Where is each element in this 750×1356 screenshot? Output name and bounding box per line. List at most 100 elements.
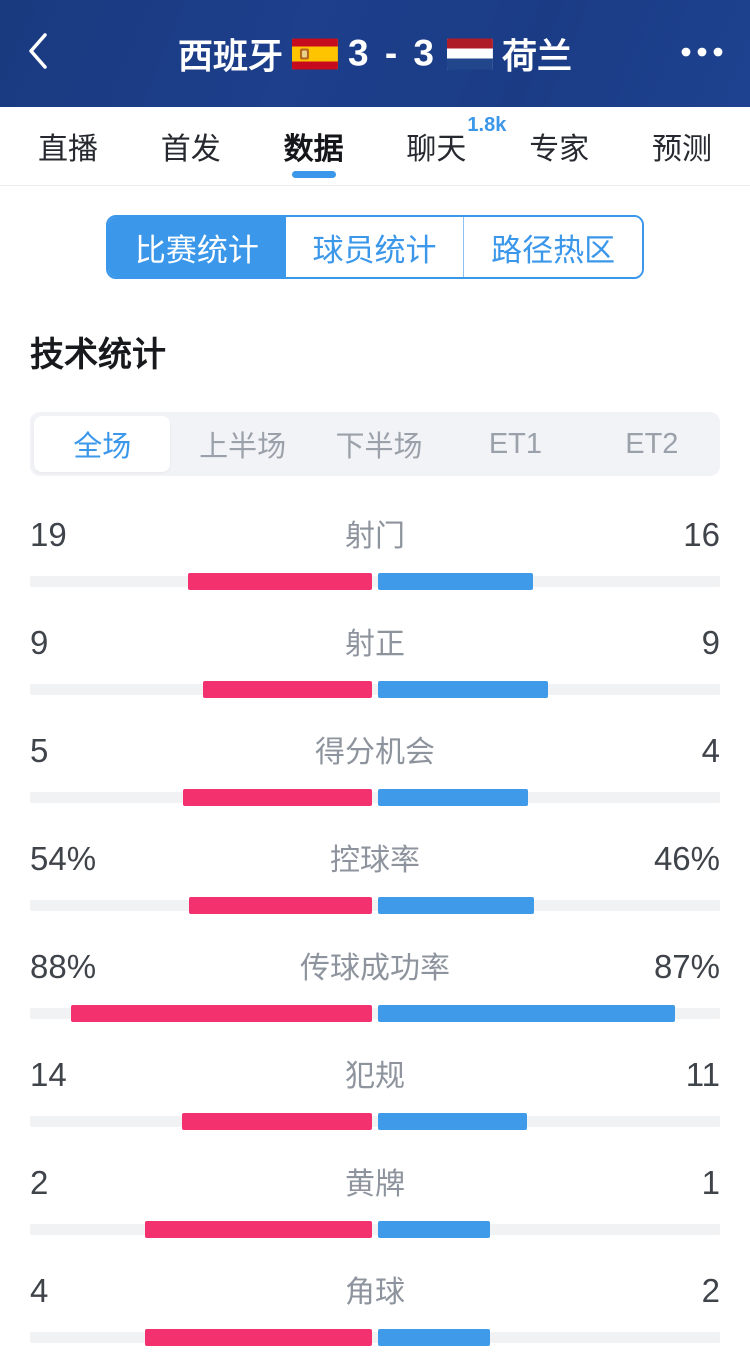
sub-tab-label: 比赛统计 (134, 232, 259, 268)
period-tabs: 全场 上半场 下半场 ET1 ET2 (30, 412, 720, 476)
stat-label: 角球 (345, 1276, 405, 1309)
home-value: 14 (30, 1056, 67, 1093)
stat-bar (30, 1113, 720, 1130)
away-bar (378, 1005, 676, 1022)
bar-track (30, 576, 720, 587)
nav-tab[interactable]: 首发 (161, 107, 221, 185)
stat-row: 14 犯规 11 (30, 1042, 720, 1130)
period-tab-label: 上半场 (199, 431, 287, 463)
section-title: 技术统计 (30, 336, 166, 374)
spain-flag-icon (291, 38, 338, 69)
nav-tab[interactable]: 直播 (38, 107, 98, 185)
stat-bar (30, 681, 720, 698)
stat-row: 2 黄牌 1 (30, 1150, 720, 1238)
stat-label: 传球成功率 (300, 952, 450, 985)
stat-values: 54% 控球率 46% (30, 840, 720, 880)
home-team-name: 西班牙 (177, 37, 283, 76)
nav-tab-label: 预测 (651, 133, 712, 166)
home-value: 54% (30, 840, 97, 877)
bar-track (30, 1224, 720, 1235)
nav-tab-label: 数据 (283, 133, 344, 166)
stat-values: 4 角球 2 (30, 1272, 720, 1312)
nav-tab[interactable]: 专家 (529, 107, 589, 185)
home-value: 5 (30, 732, 49, 769)
sub-tab[interactable]: 比赛统计 (108, 217, 286, 277)
period-tab[interactable]: 下半场 (311, 412, 447, 476)
home-bar (202, 681, 372, 698)
nav-tab-label: 聊天 (406, 133, 467, 166)
home-bar (188, 897, 372, 914)
away-value: 2 (701, 1272, 720, 1309)
sub-tab[interactable]: 球员统计 (285, 217, 464, 277)
stat-bar (30, 573, 720, 590)
sub-tab[interactable]: 路径热区 (463, 217, 642, 277)
away-bar (378, 681, 548, 698)
period-tab[interactable]: ET1 (447, 412, 583, 476)
away-value: 9 (701, 624, 720, 661)
nav-tab-label: 专家 (529, 133, 590, 166)
bar-track (30, 792, 720, 803)
stat-values: 2 黄牌 1 (30, 1164, 720, 1204)
away-bar (378, 897, 534, 914)
period-tab[interactable]: ET2 (584, 412, 720, 476)
home-value: 4 (30, 1272, 49, 1309)
stat-label: 犯规 (345, 1060, 405, 1093)
nav-tabs: 直播 首发 数据 聊天 1.8k 专家 预测 (0, 107, 750, 186)
stat-bar (30, 1221, 720, 1238)
period-tab[interactable]: 上半场 (174, 412, 310, 476)
nav-tab[interactable]: 聊天 1.8k (406, 107, 506, 185)
stats-list: 19 射门 16 9 射正 9 5 得分机会 4 (30, 502, 720, 1346)
home-bar (181, 1113, 372, 1130)
period-tab-label: 全场 (73, 431, 132, 463)
nav-tab-label: 直播 (38, 133, 98, 166)
home-bar (71, 1005, 372, 1022)
away-value: 16 (683, 516, 720, 553)
bar-track (30, 1008, 720, 1019)
home-value: 9 (30, 624, 49, 661)
match-header: 西班牙 3 - 3 荷兰 (0, 0, 750, 107)
chat-count-badge: 1.8k (467, 114, 507, 136)
away-bar (378, 1329, 491, 1346)
home-value: 88% (30, 948, 97, 985)
period-tab[interactable]: 全场 (34, 416, 171, 472)
away-bar (378, 789, 529, 806)
period-tab-label: 下半场 (335, 431, 423, 463)
stat-label: 控球率 (330, 844, 420, 877)
nav-tab[interactable]: 数据 (284, 107, 344, 185)
stat-bar (30, 789, 720, 806)
home-value: 19 (30, 516, 67, 553)
netherlands-flag-icon (447, 38, 494, 69)
stat-values: 5 得分机会 4 (30, 732, 720, 772)
nav-tab[interactable]: 预测 (652, 107, 712, 185)
stat-bar (30, 1005, 720, 1022)
stat-values: 9 射正 9 (30, 624, 720, 664)
period-tab-label: ET2 (625, 427, 679, 460)
more-button[interactable] (680, 24, 724, 84)
ellipsis-icon (680, 45, 724, 63)
stat-values: 88% 传球成功率 87% (30, 948, 720, 988)
stat-row: 5 得分机会 4 (30, 718, 720, 806)
away-value: 46% (653, 840, 720, 877)
bar-track (30, 900, 720, 911)
stat-row: 19 射门 16 (30, 502, 720, 590)
bar-track (30, 1332, 720, 1343)
chevron-left-icon (26, 31, 50, 76)
stat-bar (30, 1329, 720, 1346)
sub-tab-label: 球员统计 (312, 232, 437, 268)
bar-track (30, 684, 720, 695)
away-value: 4 (701, 732, 720, 769)
stat-row: 54% 控球率 46% (30, 826, 720, 914)
back-button[interactable] (26, 24, 70, 84)
home-bar (187, 573, 372, 590)
bar-track (30, 1116, 720, 1127)
away-team-name: 荷兰 (502, 37, 573, 76)
stat-values: 14 犯规 11 (30, 1056, 720, 1096)
match-title: 西班牙 3 - 3 荷兰 (178, 28, 572, 79)
score: 3 - 3 (347, 32, 438, 74)
away-bar (378, 1221, 491, 1238)
stat-label: 黄牌 (345, 1168, 405, 1201)
stat-label: 射门 (345, 520, 405, 553)
stat-label: 射正 (345, 628, 405, 661)
stats-sub-tabs: 比赛统计 球员统计 路径热区 (106, 215, 644, 279)
period-tab-label: ET1 (488, 427, 543, 460)
